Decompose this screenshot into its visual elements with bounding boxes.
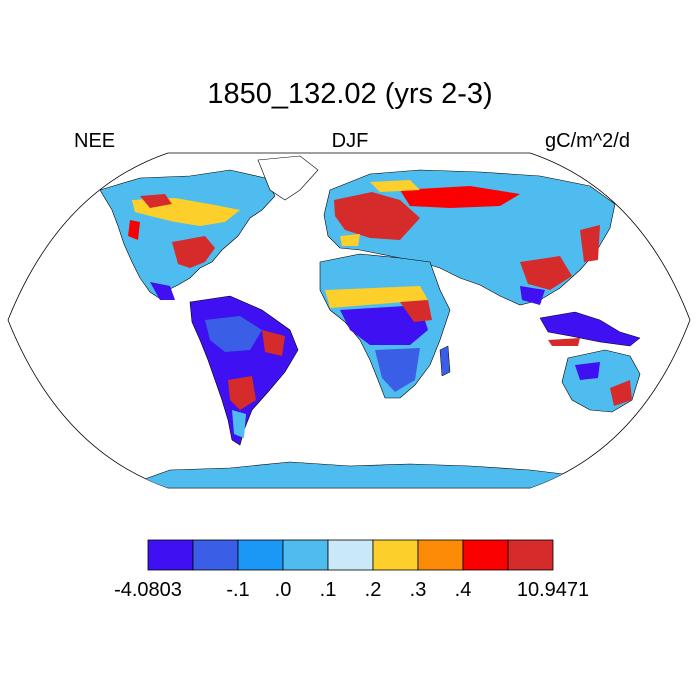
sa-mid-blue: [205, 316, 262, 352]
colorbar-box-3: [282, 539, 329, 571]
sa-red-east: [262, 330, 285, 356]
colorbar-label-6: .4: [455, 579, 472, 601]
map-title: 1850_132.02 (yrs 2-3): [207, 78, 493, 110]
colorbar-label-7: 10.9471: [517, 579, 589, 601]
iberia-yellow: [340, 234, 360, 246]
colorbar-label-1: -.1: [226, 579, 249, 601]
central-america-blue: [150, 282, 175, 300]
colorbar-label-3: .1: [320, 579, 337, 601]
colorbar-box-5: [372, 539, 419, 571]
sa-red-south: [228, 376, 256, 410]
siberia-red-band: [400, 186, 520, 208]
colorbar-label-2: .0: [275, 579, 292, 601]
sahel-yellow: [325, 286, 428, 308]
southern-africa-blue: [375, 348, 420, 392]
colorbar-label-4: .2: [365, 579, 382, 601]
landmass-indonesia: [539, 311, 641, 347]
colorbar-box-2: [237, 539, 284, 571]
java-red: [548, 338, 580, 346]
australia-blue: [575, 362, 600, 380]
japan-red: [580, 225, 600, 262]
landmass-madagascar: [439, 345, 451, 377]
na-red-east: [172, 236, 215, 268]
landmass-greenland: [257, 155, 319, 201]
colorbar-label-0: -4.0803: [114, 579, 182, 601]
na-red-west: [128, 220, 140, 240]
season-label: DJF: [331, 130, 369, 152]
variable-label: NEE: [74, 130, 116, 152]
sa-light-blue: [232, 410, 246, 438]
se-asia-blue: [520, 286, 545, 305]
east-africa-red: [400, 300, 432, 322]
colorbar-box-6: [417, 539, 464, 571]
colorbar-box-4: [327, 539, 374, 571]
central-africa-blue: [340, 305, 428, 345]
australia-red: [610, 380, 632, 406]
na-red-north: [140, 194, 172, 208]
china-red: [520, 256, 572, 290]
colorbar-label-5: .3: [410, 579, 427, 601]
scandinavia-yellow: [370, 180, 420, 192]
colorbar-box-7: [462, 539, 509, 571]
colorbar-box-1: [192, 539, 239, 571]
europe-red: [334, 192, 420, 240]
units-label: gC/m^2/d: [545, 130, 630, 152]
colorbar-box-0: [147, 539, 194, 571]
colorbar-box-8: [507, 539, 554, 571]
